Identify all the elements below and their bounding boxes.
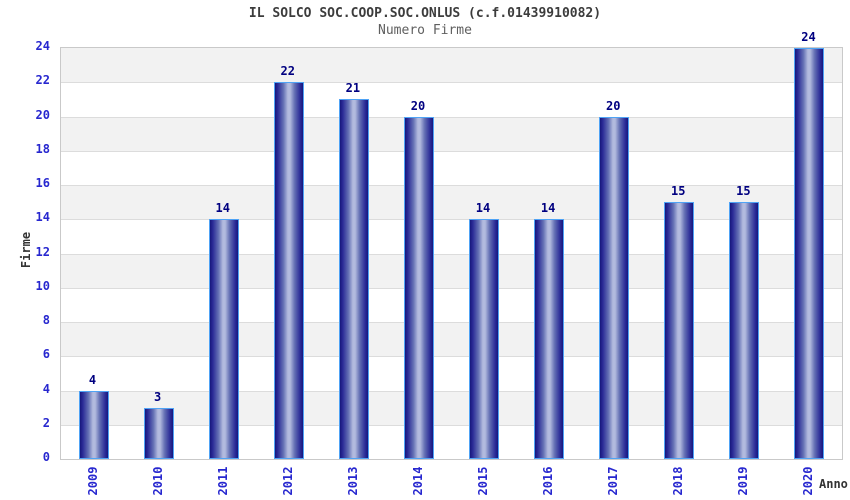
bar-2019 — [729, 202, 760, 459]
bar-2011 — [208, 219, 239, 459]
chart-subtitle: Numero Firme — [378, 23, 472, 38]
y-tick-label: 0 — [42, 450, 50, 464]
bar-value-label: 14 — [215, 201, 230, 216]
bar-2012 — [273, 82, 304, 459]
grid-band — [61, 82, 842, 117]
x-tick-label: 2012 — [280, 466, 295, 496]
y-tick-label: 14 — [35, 210, 50, 225]
grid-band — [61, 287, 842, 322]
chart-title: IL SOLCO SOC.COOP.SOC.ONLUS (c.f.0143991… — [248, 6, 602, 21]
grid-band — [61, 48, 842, 83]
bar-value-label: 3 — [154, 389, 162, 404]
y-tick-label: 22 — [35, 73, 50, 88]
x-tick-label: 2019 — [736, 466, 751, 496]
y-tick-label: 8 — [42, 313, 50, 327]
bar-2014 — [403, 116, 434, 459]
grid-band — [61, 253, 842, 288]
grid-band — [61, 116, 842, 151]
y-tick-label: 18 — [35, 141, 50, 156]
bar-value-label: 20 — [410, 98, 426, 113]
y-tick-label: 12 — [35, 244, 50, 259]
y-tick-label: 6 — [42, 347, 50, 362]
bar-value-label: 15 — [736, 184, 751, 199]
x-tick-label: 2016 — [541, 466, 556, 496]
bar-2009 — [78, 390, 109, 459]
x-tick-label: 2017 — [606, 466, 621, 496]
y-tick-label: 2 — [42, 415, 50, 430]
x-tick-label: 2020 — [801, 466, 816, 496]
bar-2013 — [338, 99, 369, 459]
bar-value-label: 22 — [280, 64, 295, 79]
y-tick-label: 16 — [35, 176, 50, 190]
x-tick-label: 2014 — [410, 466, 425, 496]
x-tick-label: 2009 — [85, 466, 100, 496]
grid-band — [61, 390, 842, 425]
y-tick-label: 10 — [35, 278, 50, 293]
y-tick-label: 4 — [42, 381, 50, 396]
x-tick-label: 2010 — [150, 466, 165, 496]
bar-2015 — [469, 219, 500, 459]
y-tick-label: 24 — [35, 39, 50, 53]
bar-2010 — [143, 407, 174, 459]
x-tick-label: 2011 — [215, 466, 230, 496]
grid-band — [61, 322, 842, 357]
bar-value-label: 20 — [605, 98, 621, 113]
bar-2016 — [534, 219, 565, 459]
bar-value-label: 21 — [345, 81, 361, 96]
bar-2020 — [794, 48, 825, 459]
x-tick-label: 2018 — [671, 466, 686, 496]
x-tick-label: 2013 — [345, 466, 360, 496]
bar-value-label: 15 — [671, 184, 686, 199]
bar-value-label: 4 — [88, 372, 97, 387]
grid-band — [61, 219, 842, 254]
grid-band — [61, 185, 842, 220]
bar-value-label: 24 — [801, 30, 816, 44]
y-tick-label: 20 — [35, 107, 50, 122]
bar-value-label: 14 — [475, 201, 491, 216]
bar-2017 — [599, 116, 630, 459]
x-axis-title: Anno — [819, 477, 848, 491]
x-tick-label: 2015 — [476, 466, 491, 496]
bar-value-label: 14 — [540, 201, 556, 216]
grid-band — [61, 424, 842, 459]
plot-area — [60, 47, 843, 460]
grid-band — [61, 356, 842, 391]
bar-2018 — [664, 202, 695, 459]
grid-band — [61, 150, 842, 185]
